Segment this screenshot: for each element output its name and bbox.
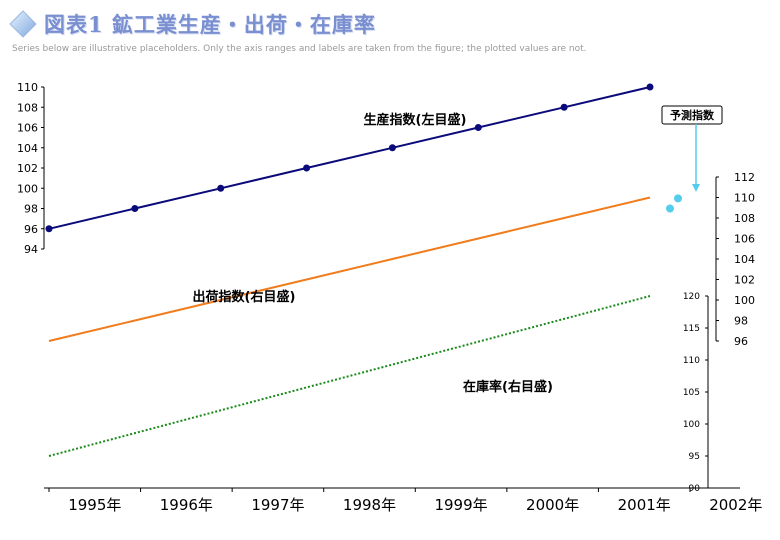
x-axis: 1995年 1996年 1997年 1998年 1999年 2000年 2001年 2002年 (44, 487, 762, 514)
series-forecast-markers (666, 194, 682, 213)
forecast-marker (666, 204, 674, 213)
right-lower-axis-tick-label: 100 (683, 420, 700, 430)
right-lower-axis-tick-label: 115 (683, 324, 700, 334)
left-axis-tick-label: 96 (24, 223, 38, 236)
production-marker (646, 83, 654, 91)
production-marker (217, 184, 225, 192)
production-marker (131, 205, 139, 212)
left-axis-tick-label: 98 (24, 203, 38, 216)
forecast-marker (674, 194, 682, 203)
figure-title: 図表1 鉱工業生産・出荷・在庫率 (44, 12, 376, 37)
left-axis-tick-label: 108 (17, 101, 38, 114)
series-label: 出荷指数(右目盛) (193, 289, 296, 305)
shipments-line (48, 196, 651, 342)
right-upper-axis-tick-label: 106 (734, 233, 755, 246)
right-upper-axis-tick-label: 110 (734, 192, 755, 205)
forecast-arrow-head (692, 184, 700, 192)
forecast-callout-box (661, 105, 723, 125)
title-area: 図表1 鉱工業生産・出荷・在庫率 (8, 6, 376, 42)
left-axis: 94 96 98 100 102 104 106 108 110 (17, 81, 45, 256)
x-axis-tick-label: 2000年 (526, 496, 579, 514)
right-upper-axis-tick-label: 112 (734, 171, 755, 184)
right-lower-axis-tick-label: 105 (683, 388, 700, 398)
right-upper-axis-tick-label: 108 (734, 212, 755, 225)
production-marker (474, 124, 482, 131)
series-label: 生産指数(左目盛) (364, 112, 467, 128)
production-marker (388, 144, 396, 152)
right-upper-axis-tick-label: 104 (734, 253, 755, 266)
x-axis-tick-label: 1998年 (343, 496, 396, 514)
right-lower-axis-tick-label: 90 (689, 484, 701, 494)
series-label: 在庫率(右目盛) (463, 379, 553, 395)
left-axis-tick-label: 100 (17, 182, 38, 195)
left-axis-tick-label: 94 (24, 243, 38, 256)
diamond-bullet-icon (9, 10, 37, 38)
series-line-markers (45, 83, 654, 233)
right-upper-axis-tick-label: 96 (734, 335, 748, 348)
production-marker (303, 164, 311, 172)
series-line (48, 196, 651, 342)
x-axis-tick-label: 1995年 (68, 496, 121, 514)
right-lower-axis-tick-label: 120 (683, 292, 700, 302)
plot-area (44, 82, 740, 488)
x-axis-tick-label: 2002年 (709, 496, 762, 514)
x-axis-tick-label: 1999年 (434, 496, 487, 514)
right-upper-axis-tick-label: 102 (734, 274, 755, 287)
right-upper-axis-tick-label: 100 (734, 294, 755, 307)
left-axis-tick-label: 102 (17, 162, 38, 175)
production-marker (560, 103, 568, 111)
left-axis-tick-label: 110 (17, 81, 38, 94)
right-lower-axis-tick-label: 110 (683, 356, 700, 366)
forecast-callout-label: 予測指数 (670, 108, 715, 122)
x-axis-tick-label: 2001年 (618, 496, 671, 514)
right-upper-axis-tick-label: 98 (734, 315, 748, 328)
left-axis-tick-label: 106 (17, 122, 38, 135)
production-marker (45, 225, 53, 233)
production-line (48, 86, 651, 230)
left-axis-tick-label: 104 (17, 142, 38, 155)
x-axis-tick-label: 1997年 (251, 496, 304, 514)
right-lower-axis-tick-label: 95 (689, 452, 700, 462)
x-axis-tick-label: 1996年 (160, 496, 213, 514)
forecast-callout: 予測指数 (661, 105, 723, 192)
illustrative-data-note: Series below are illustrative placeholde… (12, 44, 587, 54)
right-lower-axis: 90 95 100 105 110 115 120 (683, 292, 709, 494)
right-upper-axis: 96 98 100 102 104 106 108 110 112 (715, 171, 755, 348)
